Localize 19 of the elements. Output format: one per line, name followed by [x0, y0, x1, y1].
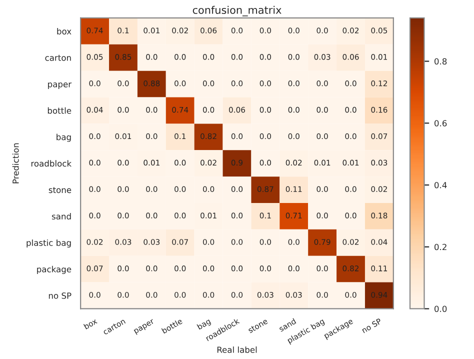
color-bar-label: 0.0 — [434, 306, 447, 312]
y-tick-label: paper — [48, 82, 72, 89]
y-tick-label: bag — [56, 134, 71, 142]
x-axis-title: Real label — [217, 346, 257, 353]
y-axis-title: Prediction — [12, 143, 19, 184]
y-tick-label: box — [57, 28, 72, 34]
color-bar-label: 0.2 — [434, 244, 446, 250]
y-tick-label: package — [37, 266, 72, 274]
y-tick-label: no SP — [48, 292, 72, 299]
y-tick-label: carton — [45, 54, 71, 61]
color-bar-label: 0.8 — [434, 58, 447, 65]
chart-title: confusion_matrix — [192, 6, 282, 16]
y-tick-label: stone — [48, 187, 72, 194]
y-tick-label: sand — [52, 213, 71, 220]
y-tick-label: bottle — [48, 107, 72, 114]
y-tick-label: roadblock — [31, 160, 72, 167]
y-tick-label: plastic bag — [26, 239, 71, 248]
color-bar-label: 0.6 — [434, 120, 447, 126]
color-bar-label: 0.4 — [434, 182, 447, 188]
